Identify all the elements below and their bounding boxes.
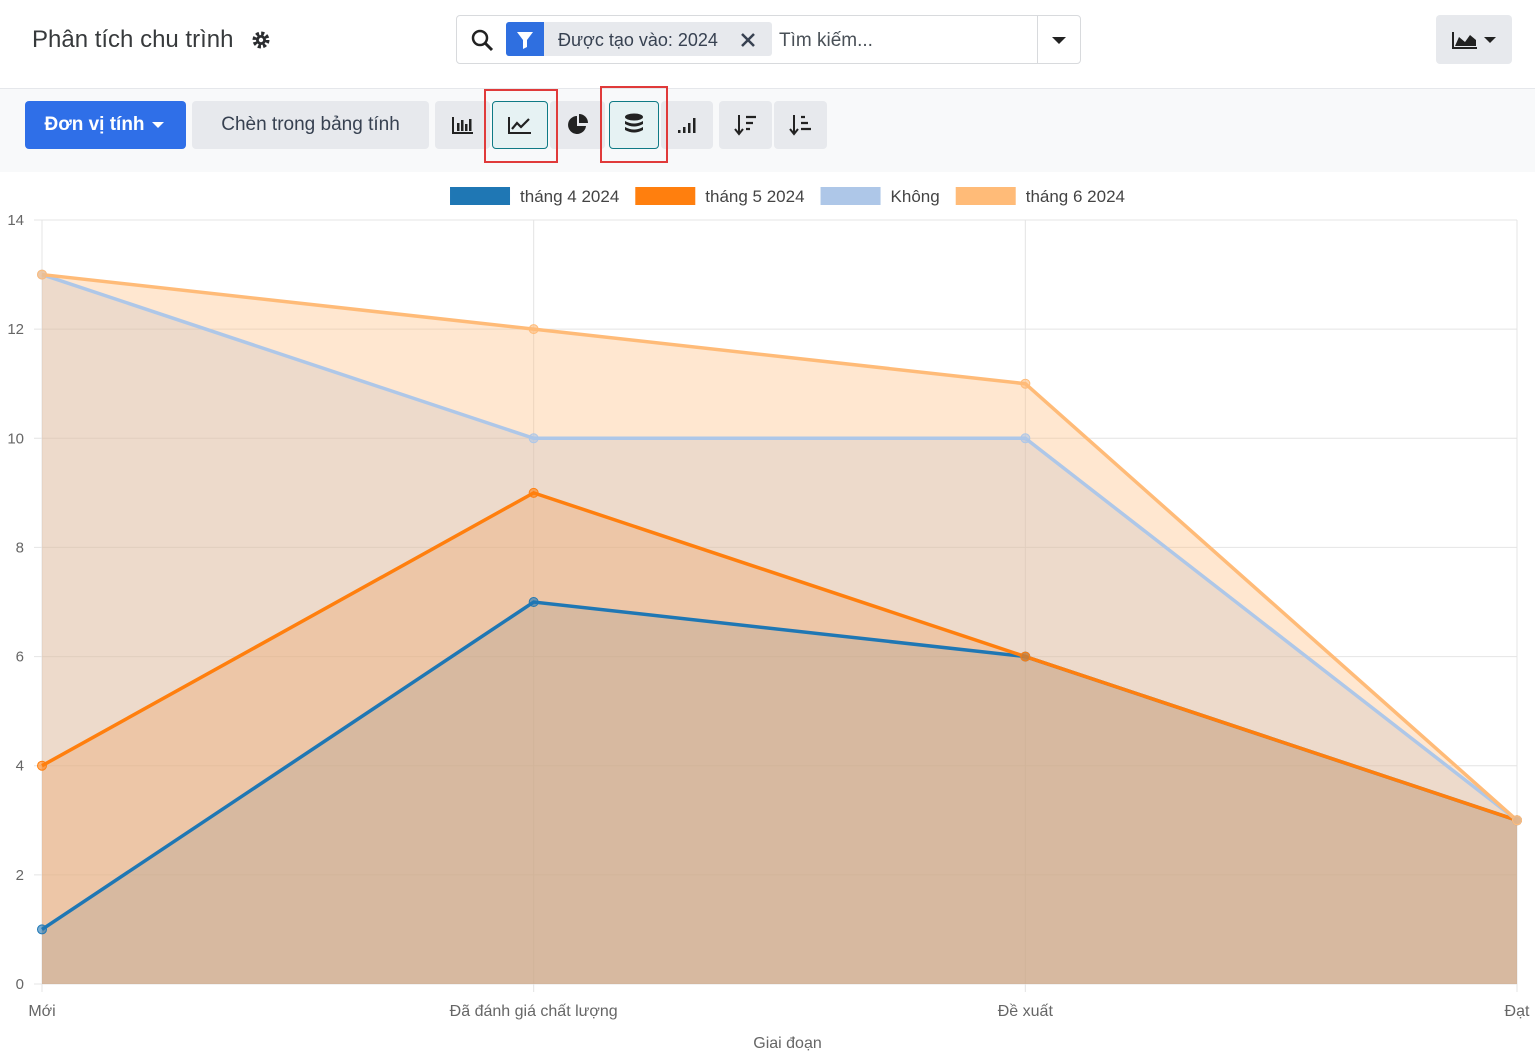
filter-icon-box xyxy=(506,22,544,56)
line xyxy=(41,272,1519,822)
point xyxy=(528,433,539,444)
point xyxy=(1512,815,1522,826)
legend-label: tháng 5 2024 xyxy=(705,187,804,206)
point xyxy=(37,760,47,771)
point xyxy=(37,269,47,280)
point xyxy=(528,324,539,335)
legend-swatch xyxy=(450,187,511,205)
caret xyxy=(151,122,164,128)
insert-label: Chèn trong bảng tính xyxy=(221,114,400,135)
insert-spreadsheet-button[interactable]: Chèn trong bảng tính xyxy=(192,101,429,149)
legend: tháng 4 2024 tháng 5 2024 Không tháng 6 202… xyxy=(450,187,1125,206)
y-tick-label: 2 xyxy=(16,867,24,884)
remove-facet[interactable] xyxy=(738,30,758,50)
area xyxy=(42,492,1517,984)
pie-chart-button[interactable] xyxy=(550,101,605,149)
view-switcher[interactable] xyxy=(1436,15,1512,64)
x-tick-label: Đã đánh giá chất lượng xyxy=(450,1003,618,1020)
x-tick-label: Đề xuất xyxy=(998,1003,1054,1020)
settings-icon[interactable] xyxy=(251,30,271,50)
highlight-box xyxy=(600,86,668,163)
y-tick-label: 6 xyxy=(16,649,24,666)
legend-label: tháng 4 2024 xyxy=(520,187,619,206)
areas xyxy=(42,274,1517,984)
legend-swatch xyxy=(820,187,881,205)
point xyxy=(37,924,47,935)
page-title: Phân tích chu trình xyxy=(32,26,234,53)
x-axis-title: Giai đoạn xyxy=(753,1035,822,1052)
cumulative-icon xyxy=(678,118,696,133)
sort-asc-icon xyxy=(788,115,811,136)
legend-swatch xyxy=(955,187,1016,205)
area-chart-icon xyxy=(1452,32,1496,49)
y-tick-label: 12 xyxy=(7,321,24,338)
y-tick-label: 14 xyxy=(7,212,24,229)
point xyxy=(528,487,539,498)
legend-label: Không xyxy=(891,187,940,206)
pie-icon xyxy=(567,114,588,134)
sort-asc-button[interactable] xyxy=(774,101,827,149)
lines xyxy=(41,272,1519,931)
sort-desc-icon xyxy=(733,115,756,136)
point xyxy=(1020,651,1031,662)
search-box[interactable] xyxy=(456,15,1081,64)
highlight-box xyxy=(484,89,558,163)
bar-icon xyxy=(451,117,473,134)
legend-swatch xyxy=(635,187,696,205)
legend-label: tháng 6 2024 xyxy=(1026,187,1125,206)
line-chart-button[interactable] xyxy=(492,101,548,149)
y-tick-label: 10 xyxy=(7,430,24,447)
y-tick-label: 0 xyxy=(16,976,24,993)
search-placeholder[interactable]: Tìm kiếm... xyxy=(779,30,873,51)
y-tick-label: 4 xyxy=(16,758,24,775)
stacked-button[interactable] xyxy=(609,101,659,149)
stack-icon xyxy=(625,113,643,133)
x-tick-label: Đạt xyxy=(1505,1003,1530,1020)
sort-desc-button[interactable] xyxy=(719,101,772,149)
measure-button[interactable]: Đơn vị tính xyxy=(25,101,186,149)
line xyxy=(41,272,1519,822)
filter-facet-text: Được tạo vào: 2024 xyxy=(558,30,718,50)
bar-chart-button[interactable] xyxy=(435,101,490,149)
points xyxy=(37,269,1522,935)
y-tick-label: 8 xyxy=(16,539,24,556)
separator xyxy=(1037,15,1038,64)
cumulative-button[interactable] xyxy=(661,101,713,149)
line-icon xyxy=(508,117,531,134)
chart: 0 2 4 6 8 10 12 14 Mới Đã đánh giá chất lượng Đề x… xyxy=(7,187,1530,1052)
point xyxy=(1020,433,1031,444)
filter-facet xyxy=(506,22,772,56)
point xyxy=(528,597,539,607)
measure-label: Đơn vị tính xyxy=(44,114,145,135)
x-tick-label: Mới xyxy=(28,1003,55,1020)
search-icon[interactable] xyxy=(470,28,494,52)
point xyxy=(1020,378,1031,389)
search-toggle[interactable] xyxy=(1050,34,1068,46)
line xyxy=(41,490,1518,822)
filter-icon xyxy=(517,32,533,49)
